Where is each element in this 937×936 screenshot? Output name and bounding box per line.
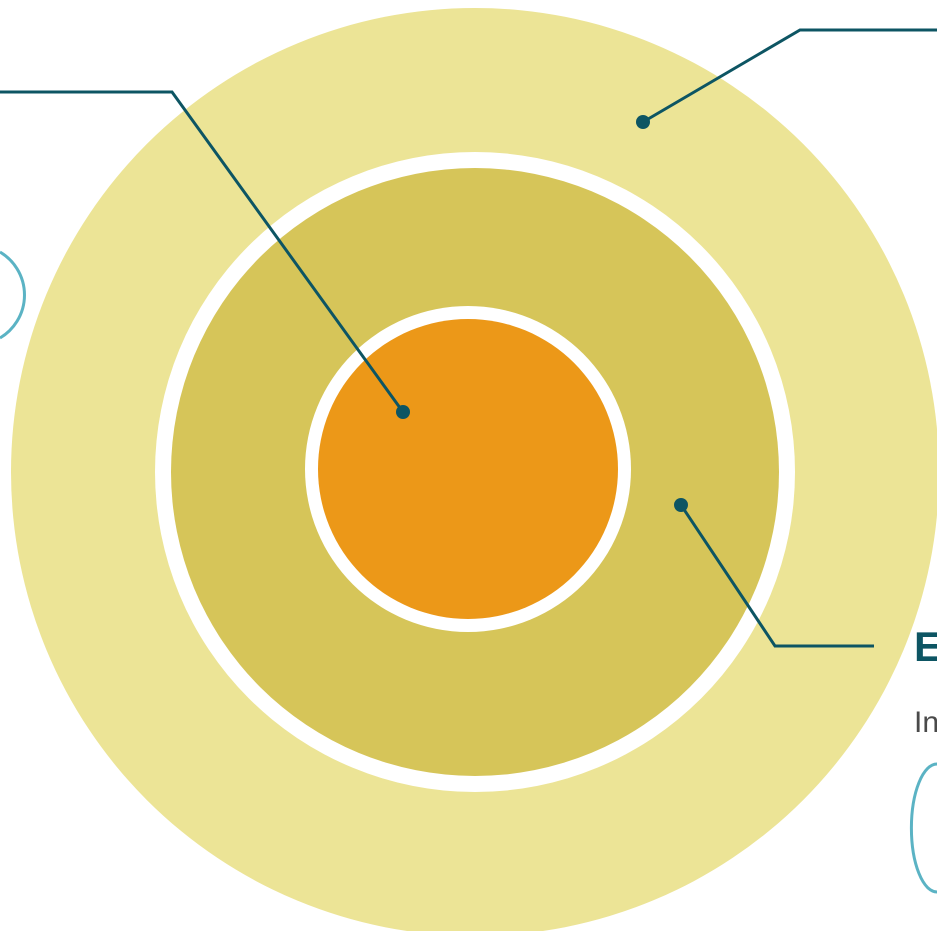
- middle-ring-label-text: In: [914, 706, 937, 739]
- right-outline-accent: [909, 762, 937, 894]
- core-connector-line: [0, 90, 405, 413]
- outer-connector-line: [642, 28, 937, 124]
- middle-connector-dot: [674, 498, 688, 512]
- middle-connector-line: [679, 504, 874, 648]
- middle-ring-label-title: E: [914, 623, 937, 670]
- left-outline-accent: [0, 250, 26, 340]
- core-circle: [318, 319, 618, 619]
- core-connector-dot: [396, 405, 410, 419]
- outer-connector-dot: [636, 115, 650, 129]
